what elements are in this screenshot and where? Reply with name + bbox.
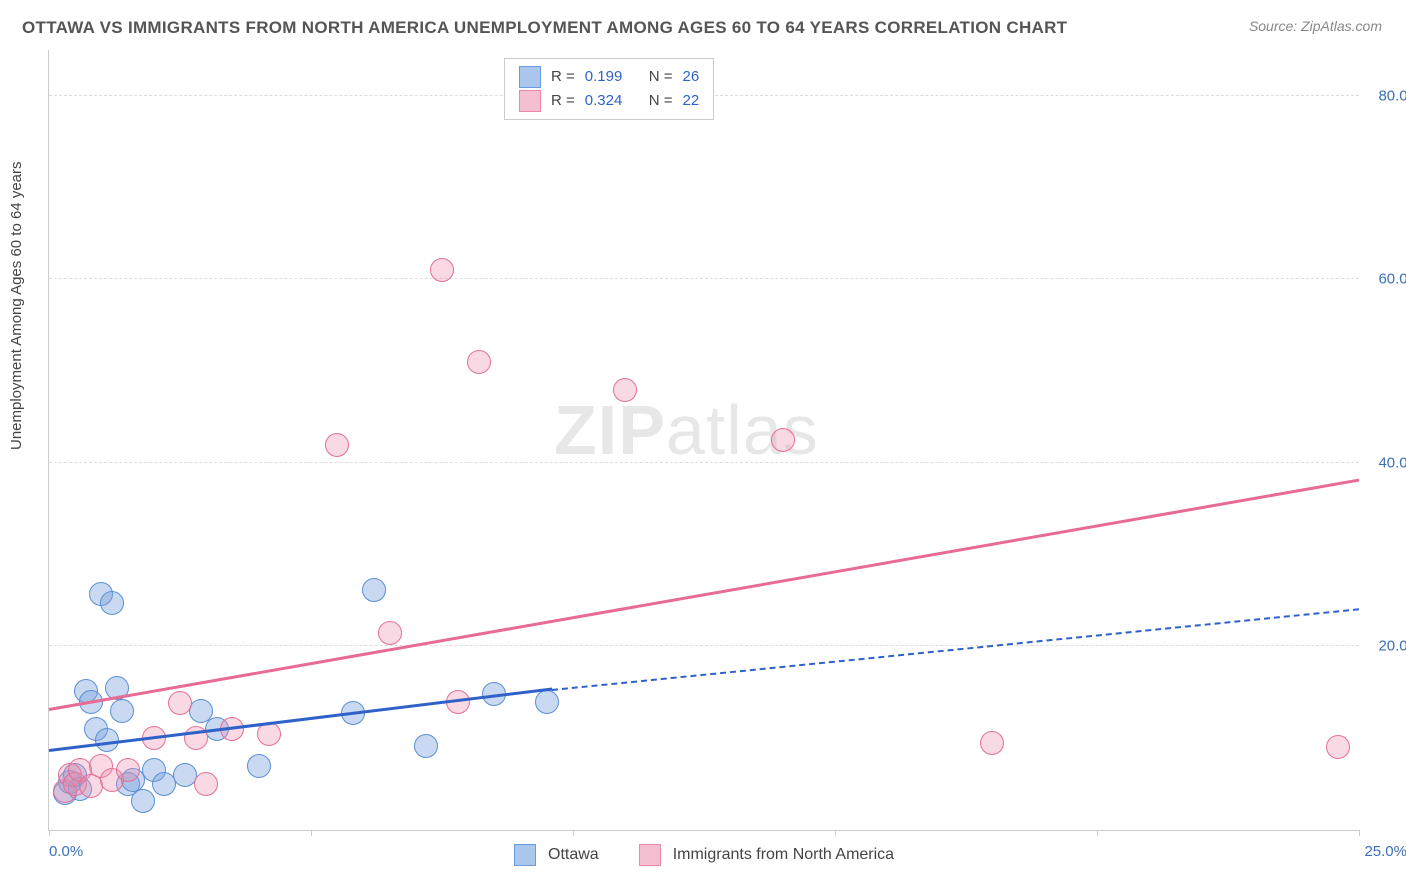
data-point-immigrants	[325, 433, 349, 457]
legend-label-immigrants: Immigrants from North America	[673, 846, 894, 864]
legend-swatch-immigrants	[639, 844, 661, 866]
data-point-immigrants	[613, 378, 637, 402]
trend-line	[552, 608, 1359, 691]
data-point-ottawa	[535, 690, 559, 714]
y-tick-label: 60.0%	[1366, 271, 1406, 288]
x-tick-label-min: 0.0%	[49, 843, 83, 860]
x-tick-mark	[1097, 830, 1098, 836]
source-prefix: Source:	[1249, 18, 1301, 34]
legend-swatch-ottawa	[519, 66, 541, 88]
x-tick-label-max: 25.0%	[1364, 843, 1406, 860]
r-label: R =	[551, 65, 575, 89]
data-point-immigrants	[1326, 735, 1350, 759]
data-point-immigrants	[116, 758, 140, 782]
data-point-immigrants	[168, 691, 192, 715]
n-label: N =	[649, 89, 673, 113]
legend-swatch-ottawa	[514, 844, 536, 866]
x-tick-mark	[835, 830, 836, 836]
data-point-immigrants	[980, 731, 1004, 755]
data-point-ottawa	[362, 578, 386, 602]
data-point-immigrants	[194, 772, 218, 796]
stats-legend-row-immigrants: R = 0.324 N = 22	[519, 89, 699, 113]
data-point-immigrants	[467, 350, 491, 374]
y-axis-label: Unemployment Among Ages 60 to 64 years	[8, 161, 25, 450]
r-label: R =	[551, 89, 575, 113]
x-tick-mark	[311, 830, 312, 836]
x-tick-mark	[573, 830, 574, 836]
trend-line	[49, 478, 1360, 710]
gridline	[49, 645, 1359, 646]
data-point-immigrants	[430, 258, 454, 282]
data-point-ottawa	[110, 699, 134, 723]
stats-legend: R = 0.199 N = 26 R = 0.324 N = 22	[504, 58, 714, 120]
data-point-immigrants	[378, 621, 402, 645]
stats-legend-row-ottawa: R = 0.199 N = 26	[519, 65, 699, 89]
legend-swatch-immigrants	[519, 90, 541, 112]
n-value: 26	[683, 65, 700, 89]
n-value: 22	[683, 89, 700, 113]
gridline	[49, 278, 1359, 279]
data-point-ottawa	[414, 734, 438, 758]
gridline	[49, 462, 1359, 463]
x-tick-mark	[49, 830, 50, 836]
x-tick-mark	[1359, 830, 1360, 836]
y-tick-label: 20.0%	[1366, 638, 1406, 655]
r-value: 0.324	[585, 89, 639, 113]
y-tick-label: 40.0%	[1366, 454, 1406, 471]
scatter-plot-area: ZIPatlas 20.0%40.0%60.0%80.0%0.0%25.0%R …	[48, 50, 1359, 831]
series-legend: Ottawa Immigrants from North America	[514, 844, 922, 866]
y-tick-label: 80.0%	[1366, 87, 1406, 104]
source-attribution: Source: ZipAtlas.com	[1249, 18, 1382, 34]
data-point-ottawa	[100, 591, 124, 615]
legend-label-ottawa: Ottawa	[548, 846, 599, 864]
data-point-ottawa	[247, 754, 271, 778]
chart-title: OTTAWA VS IMMIGRANTS FROM NORTH AMERICA …	[22, 18, 1067, 38]
data-point-ottawa	[131, 789, 155, 813]
watermark-zip: ZIP	[554, 391, 666, 469]
source-name: ZipAtlas.com	[1301, 18, 1382, 34]
watermark-atlas: atlas	[666, 391, 819, 469]
n-label: N =	[649, 65, 673, 89]
r-value: 0.199	[585, 65, 639, 89]
data-point-immigrants	[771, 428, 795, 452]
